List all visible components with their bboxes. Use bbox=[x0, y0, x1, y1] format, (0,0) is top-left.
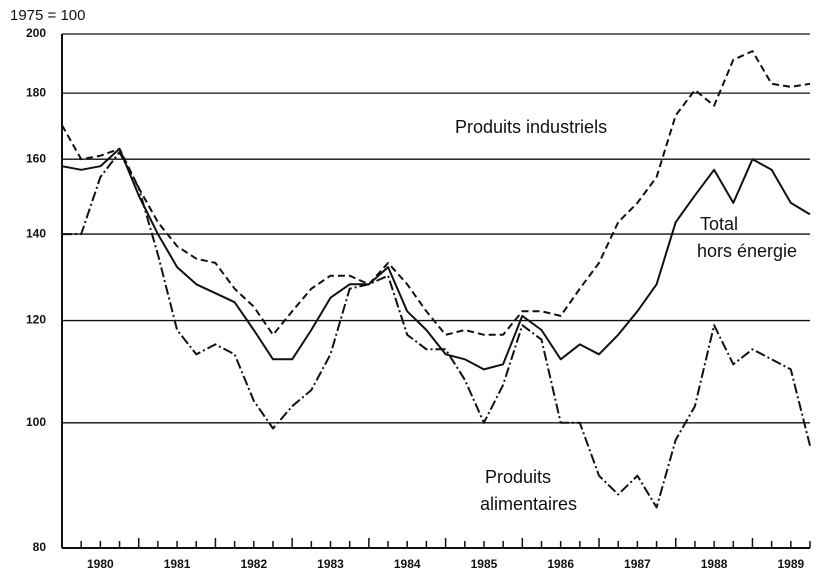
y-tick-label: 100 bbox=[26, 415, 46, 429]
series-label: Produits industriels bbox=[455, 117, 607, 137]
y-tick-label: 140 bbox=[26, 226, 46, 240]
series-line bbox=[61, 147, 811, 371]
x-tick-label: 1984 bbox=[394, 557, 421, 571]
series-line bbox=[62, 151, 811, 509]
x-tick-label: 1989 bbox=[777, 557, 804, 571]
y-tick-label: 160 bbox=[26, 151, 46, 165]
y-tick-label: 180 bbox=[26, 85, 46, 99]
series-label: Produits bbox=[485, 467, 551, 487]
unit-note: 1975 = 100 bbox=[10, 7, 86, 24]
series-label: Total bbox=[700, 214, 738, 234]
x-tick-label: 1988 bbox=[701, 557, 728, 571]
x-tick-label: 1982 bbox=[240, 557, 267, 571]
y-tick-label: 80 bbox=[33, 540, 47, 554]
y-tick-label: 200 bbox=[26, 26, 46, 40]
series-label: alimentaires bbox=[480, 494, 577, 514]
x-tick-label: 1983 bbox=[317, 557, 344, 571]
series-label: hors énergie bbox=[697, 241, 797, 261]
x-tick-label: 1986 bbox=[547, 557, 574, 571]
x-tick-label: 1987 bbox=[624, 557, 651, 571]
x-tick-label: 1981 bbox=[164, 557, 191, 571]
series-line bbox=[61, 50, 811, 336]
x-tick-label: 1980 bbox=[87, 557, 114, 571]
x-tick-label: 1985 bbox=[471, 557, 498, 571]
y-tick-label: 120 bbox=[26, 313, 46, 327]
